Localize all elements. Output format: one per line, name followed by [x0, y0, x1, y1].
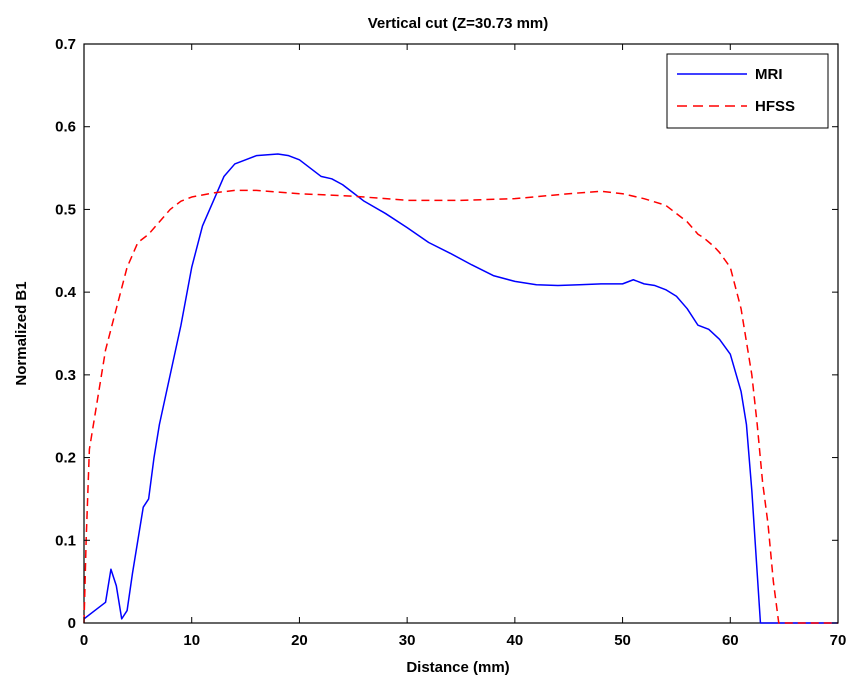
y-tick-label: 0.5 [55, 201, 76, 218]
x-axis-label: Distance (mm) [406, 659, 509, 676]
x-tick-label: 40 [507, 632, 524, 649]
series-line-hfss [83, 189, 838, 624]
x-tick-label: 70 [830, 632, 847, 649]
y-axis-label: Normalized B1 [13, 281, 30, 385]
plot-area: 0 10 20 30 40 50 60 70 0 0.1 0.2 0.3 0.4 0.5 0.6 0.7 [55, 36, 846, 649]
series-layer [83, 153, 838, 624]
y-tick-label: 0 [68, 615, 76, 632]
y-tick-label: 0.4 [55, 284, 77, 301]
x-tick-label: 50 [614, 632, 631, 649]
chart-title: Vertical cut (Z=30.73 mm) [368, 15, 549, 32]
x-tick-label: 30 [399, 632, 416, 649]
legend-label-mri: MRI [755, 66, 783, 83]
y-tick-label: 0.2 [55, 450, 76, 467]
y-tick-label: 0.3 [55, 367, 76, 384]
ticks-layer: 0 10 20 30 40 50 60 70 0 0.1 0.2 0.3 0.4 0.5 0.6 0.7 [55, 36, 846, 649]
legend: MRI HFSS [666, 53, 829, 129]
legend-box [666, 53, 829, 129]
legend-label-hfss: HFSS [755, 98, 795, 115]
plot-frame [83, 43, 839, 624]
x-tick-label: 10 [183, 632, 200, 649]
x-tick-label: 0 [80, 632, 88, 649]
x-tick-label: 20 [291, 632, 308, 649]
y-tick-label: 0.1 [55, 532, 76, 549]
y-tick-label: 0.6 [55, 119, 76, 136]
y-tick-label: 0.7 [55, 36, 76, 53]
x-tick-label: 60 [722, 632, 739, 649]
series-line-mri [83, 153, 838, 624]
